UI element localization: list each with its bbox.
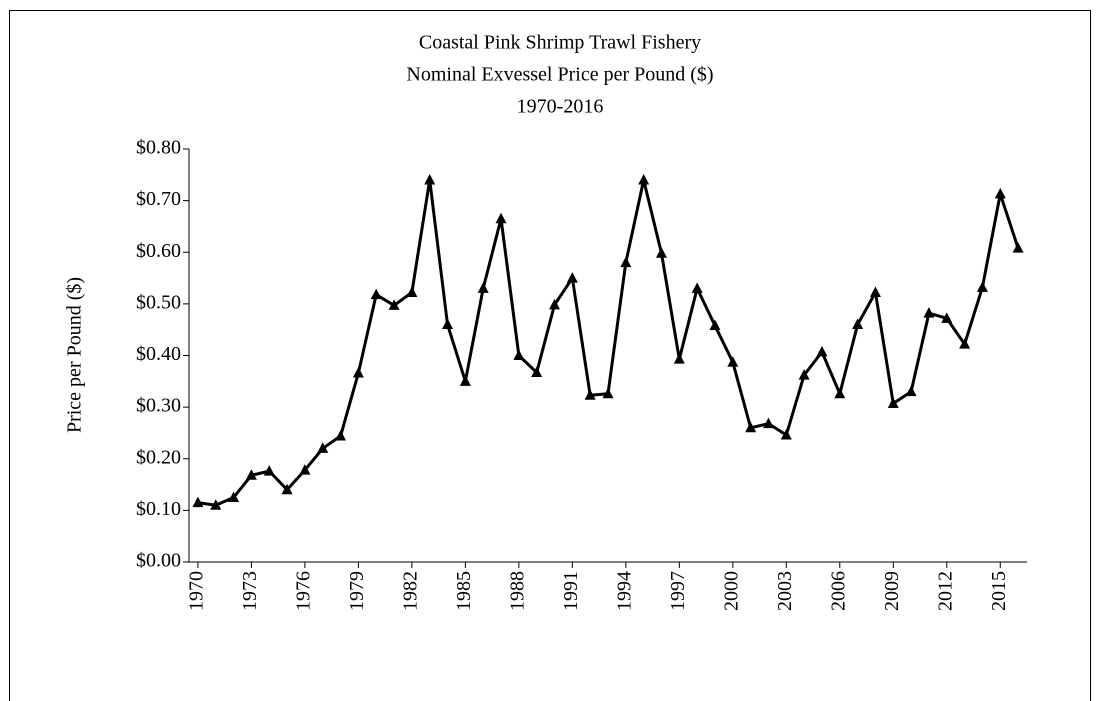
- data-marker: [228, 491, 240, 502]
- x-tick-label: 1991: [560, 571, 582, 611]
- data-marker: [352, 367, 364, 378]
- data-marker: [923, 307, 935, 318]
- y-tick-label: $0.10: [136, 498, 181, 520]
- data-marker: [959, 338, 971, 349]
- data-marker: [887, 397, 899, 409]
- x-tick-label: 2000: [720, 571, 742, 611]
- data-marker: [459, 375, 471, 386]
- data-marker: [210, 499, 222, 510]
- x-tick-label: 2009: [881, 571, 903, 611]
- data-marker: [477, 282, 489, 293]
- data-marker: [1012, 242, 1024, 253]
- x-tick-label: 1979: [346, 571, 368, 611]
- data-line: [197, 178, 1020, 507]
- data-marker: [406, 286, 418, 298]
- data-marker: [549, 298, 561, 310]
- data-marker: [638, 173, 650, 185]
- x-tick-label: 1988: [506, 571, 528, 611]
- x-tick-label: 1976: [292, 571, 314, 611]
- x-tick-label: 2015: [988, 571, 1010, 611]
- data-marker: [852, 318, 864, 330]
- data-marker: [976, 281, 988, 292]
- data-marker: [566, 272, 578, 283]
- data-marker: [531, 366, 543, 378]
- x-tick-label: 2012: [934, 571, 956, 611]
- data-marker: [816, 345, 828, 357]
- x-tick-label: 1985: [453, 571, 475, 611]
- y-tick-label: $0.60: [136, 240, 181, 262]
- data-marker: [727, 356, 739, 367]
- data-marker: [263, 465, 275, 476]
- data-marker: [442, 318, 454, 330]
- data-marker: [245, 469, 257, 480]
- data-marker: [299, 464, 311, 475]
- chart-frame: [9, 10, 1091, 701]
- x-tick-label: 1973: [239, 571, 261, 611]
- data-marker: [762, 417, 774, 429]
- y-tick-label: $0.80: [136, 137, 181, 159]
- data-marker: [620, 256, 632, 268]
- data-marker: [905, 385, 917, 397]
- y-tick-label: $0.20: [136, 446, 181, 468]
- data-marker: [834, 387, 846, 399]
- y-tick-label: $0.50: [136, 291, 181, 313]
- data-marker: [584, 389, 596, 400]
- y-axis-label: Price per Pound ($): [64, 277, 86, 433]
- x-tick-label: 1994: [613, 571, 635, 611]
- chart-title: Coastal Pink Shrimp Trawl Fishery: [419, 32, 701, 54]
- data-marker: [424, 173, 436, 185]
- data-marker: [941, 312, 953, 323]
- data-marker: [513, 349, 525, 360]
- data-marker: [281, 483, 293, 495]
- y-tick-label: $0.40: [136, 343, 181, 365]
- data-marker: [780, 429, 792, 440]
- x-tick-label: 1997: [667, 571, 689, 611]
- chart-title: 1970-2016: [517, 96, 604, 118]
- data-marker: [602, 387, 614, 399]
- data-marker: [317, 442, 329, 453]
- x-tick-label: 1982: [399, 571, 421, 611]
- data-marker: [994, 187, 1006, 199]
- data-marker: [691, 282, 703, 293]
- chart-title: Nominal Exvessel Price per Pound ($): [406, 64, 713, 86]
- data-marker: [655, 247, 667, 258]
- data-marker: [745, 421, 757, 433]
- data-marker: [869, 286, 881, 298]
- x-tick-label: 2006: [827, 571, 849, 611]
- data-marker: [192, 496, 204, 508]
- data-marker: [709, 319, 721, 331]
- data-marker: [495, 212, 507, 224]
- y-tick-label: $0.00: [136, 550, 181, 572]
- y-tick-label: $0.70: [136, 188, 181, 210]
- data-marker: [673, 353, 685, 364]
- data-marker: [388, 299, 400, 310]
- data-marker: [798, 369, 810, 380]
- y-tick-label: $0.30: [136, 395, 181, 417]
- x-tick-label: 1970: [186, 571, 208, 611]
- data-marker: [335, 430, 347, 441]
- x-tick-label: 2003: [774, 571, 796, 611]
- data-marker: [370, 288, 382, 300]
